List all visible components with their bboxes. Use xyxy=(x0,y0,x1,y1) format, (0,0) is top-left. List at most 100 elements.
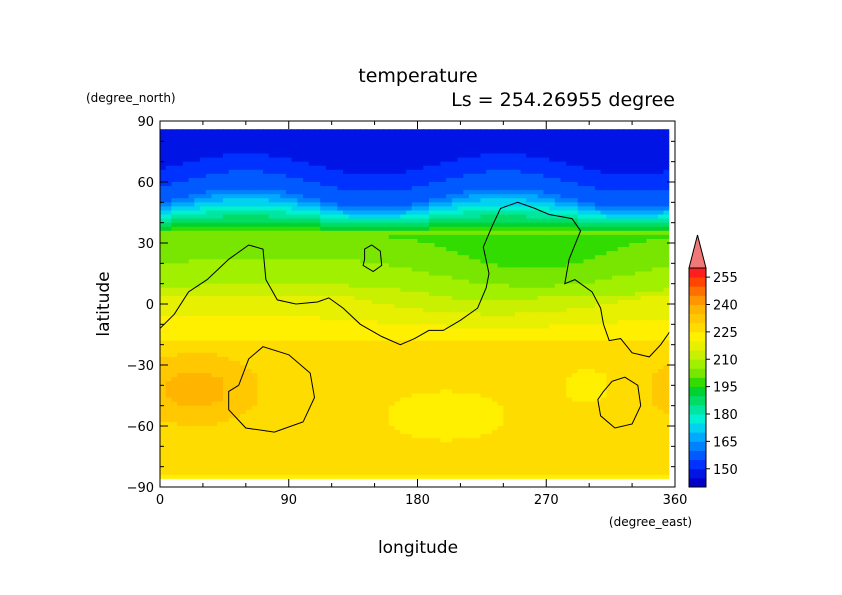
field-cell xyxy=(423,165,430,171)
field-cell xyxy=(572,279,579,285)
field-cell xyxy=(337,299,344,305)
field-cell xyxy=(348,348,356,354)
field-cell xyxy=(446,173,453,179)
field-cell xyxy=(634,271,642,277)
field-cell xyxy=(469,279,476,285)
field-cell xyxy=(263,238,270,244)
field-cell xyxy=(400,312,407,317)
field-cell xyxy=(486,186,493,191)
field-cell xyxy=(314,226,321,232)
field-cell xyxy=(291,173,298,179)
field-cell xyxy=(560,304,567,309)
field-cell xyxy=(354,230,361,236)
field-cell xyxy=(617,348,625,354)
field-cell xyxy=(383,218,390,224)
field-cell xyxy=(291,177,298,183)
field-cell xyxy=(491,186,499,191)
field-cell xyxy=(263,328,270,334)
field-cell xyxy=(537,153,544,159)
field-cell xyxy=(663,312,670,317)
field-cell xyxy=(457,267,464,273)
field-cell xyxy=(646,308,653,313)
field-cell xyxy=(457,251,464,256)
field-cell xyxy=(240,141,247,146)
field-cell xyxy=(503,267,510,273)
field-cell xyxy=(308,133,316,138)
field-cell xyxy=(423,332,430,338)
field-cell xyxy=(182,202,190,207)
field-cell xyxy=(234,186,241,191)
field-cell xyxy=(285,304,293,309)
field-cell xyxy=(594,267,602,273)
field-cell xyxy=(594,206,602,212)
field-cell xyxy=(583,340,590,346)
field-cell xyxy=(657,129,665,134)
field-cell xyxy=(211,283,218,289)
field-cell xyxy=(354,283,361,289)
field-cell xyxy=(491,153,499,159)
field-cell xyxy=(411,283,419,289)
field-cell xyxy=(194,356,201,362)
field-cell xyxy=(217,234,224,240)
field-cell xyxy=(280,275,287,281)
field-cell xyxy=(423,214,430,220)
field-cell xyxy=(165,267,173,273)
field-cell xyxy=(526,316,533,321)
field-cell xyxy=(165,182,173,187)
field-cell xyxy=(646,153,653,159)
field-cell xyxy=(451,295,459,301)
field-cell xyxy=(600,186,607,191)
field-cell xyxy=(211,141,218,146)
field-cell xyxy=(217,348,224,354)
field-cell xyxy=(600,161,607,167)
field-cell xyxy=(589,308,596,313)
field-cell xyxy=(457,238,464,244)
field-cell xyxy=(171,328,178,334)
field-cell xyxy=(217,295,224,301)
field-cell xyxy=(240,332,247,338)
field-cell xyxy=(509,287,516,293)
field-cell xyxy=(503,243,510,248)
field-cell xyxy=(245,161,253,167)
field-cell xyxy=(652,194,659,199)
field-cell xyxy=(634,320,642,325)
field-cell xyxy=(451,198,459,203)
field-cell xyxy=(497,230,504,236)
field-cell xyxy=(440,157,447,163)
field-cell xyxy=(325,141,333,146)
field-cell xyxy=(629,340,636,346)
field-cell xyxy=(371,312,379,317)
field-cell xyxy=(211,267,218,273)
field-cell xyxy=(520,165,527,171)
field-cell xyxy=(411,352,419,358)
field-cell xyxy=(360,226,367,232)
field-cell xyxy=(297,198,304,203)
field-cell xyxy=(257,145,264,151)
field-cell xyxy=(491,214,499,220)
field-cell xyxy=(394,259,401,264)
field-cell xyxy=(160,336,167,342)
field-cell xyxy=(343,222,350,228)
field-cell xyxy=(205,255,213,260)
field-cell xyxy=(320,332,327,338)
field-cell xyxy=(560,149,567,155)
field-cell xyxy=(285,214,293,220)
field-cell xyxy=(480,190,487,195)
field-cell xyxy=(640,145,647,151)
field-cell xyxy=(337,137,344,142)
field-cell xyxy=(171,177,178,183)
field-cell xyxy=(160,279,167,285)
field-cell xyxy=(263,186,270,191)
field-cell xyxy=(623,198,630,203)
field-cell xyxy=(320,259,327,264)
field-cell xyxy=(583,186,590,191)
field-cell xyxy=(160,190,167,195)
field-cell xyxy=(194,328,201,334)
field-cell xyxy=(486,173,493,179)
field-cell xyxy=(343,320,350,325)
field-cell xyxy=(497,149,504,155)
field-cell xyxy=(423,348,430,354)
field-cell xyxy=(354,198,361,203)
field-cell xyxy=(509,182,516,187)
field-cell xyxy=(526,259,533,264)
